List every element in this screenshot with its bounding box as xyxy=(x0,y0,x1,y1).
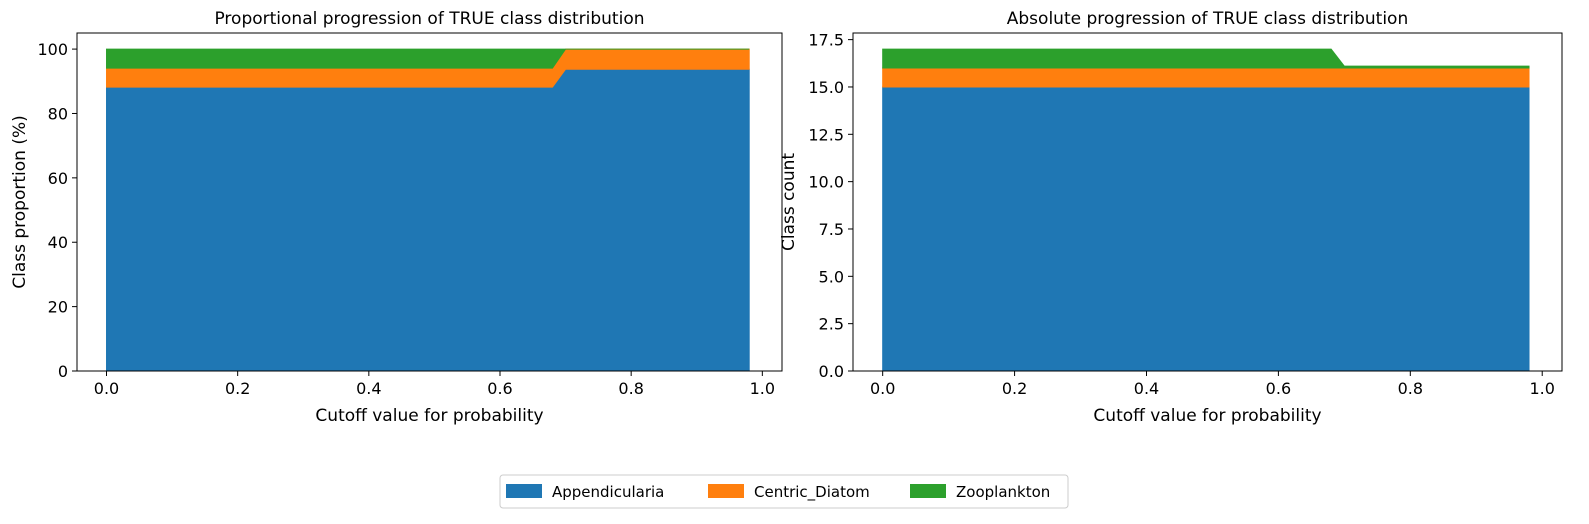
y-tick-label: 60 xyxy=(48,169,68,188)
legend-label-zooplankton: Zooplankton xyxy=(956,483,1050,501)
x-tick-label: 0.6 xyxy=(1266,379,1291,398)
y-tick-label: 15.0 xyxy=(808,78,844,97)
x-tick-label: 1.0 xyxy=(1529,379,1554,398)
y-tick-label: 2.5 xyxy=(819,315,844,334)
x-axis-label: Cutoff value for probability xyxy=(1093,406,1321,426)
x-tick-label: 0.8 xyxy=(1398,379,1423,398)
y-tick-label: 0.0 xyxy=(819,362,844,381)
x-tick-label: 0.8 xyxy=(618,379,643,398)
y-tick-label: 12.5 xyxy=(808,125,844,144)
x-tick-label: 1.0 xyxy=(750,379,775,398)
legend-swatch-zooplankton xyxy=(910,484,946,498)
x-tick-label: 0.2 xyxy=(225,379,250,398)
x-tick-label: 0.0 xyxy=(94,379,119,398)
y-tick-label: 7.5 xyxy=(819,220,844,239)
y-axis-label: Class proportion (%) xyxy=(10,115,30,289)
legend-swatch-centric-diatom xyxy=(708,484,744,498)
legend-label-centric-diatom: Centric_Diatom xyxy=(754,483,870,502)
x-tick-label: 0.2 xyxy=(1002,379,1027,398)
axes-frame xyxy=(76,32,783,372)
y-tick-label: 40 xyxy=(48,233,68,252)
legend-swatch-appendicularia xyxy=(506,484,542,498)
x-tick-label: 0.6 xyxy=(487,379,512,398)
proportional-chart: 0.0 0.2 0.4 0.6 0.8 1.0 0 20 40 60 80 100 Proportion… xyxy=(10,9,783,426)
y-tick-label: 20 xyxy=(48,298,68,317)
chart-title: Absolute progression of TRUE class distr… xyxy=(1007,9,1408,29)
y-tick-label: 5.0 xyxy=(819,267,844,286)
y-tick-label: 100 xyxy=(37,40,68,59)
y-axis-label: Class count xyxy=(779,153,799,251)
area-centric-diatom xyxy=(882,67,1530,88)
y-tick-label: 80 xyxy=(48,104,68,123)
y-tick-label: 0 xyxy=(58,362,68,381)
chart-title: Proportional progression of TRUE class d… xyxy=(214,9,644,29)
legend: Appendicularia Centric_Diatom Zooplankton xyxy=(499,474,1069,509)
y-tick-label: 10.0 xyxy=(808,173,844,192)
area-appendicularia xyxy=(106,68,750,372)
axes-frame xyxy=(852,32,1563,372)
x-tick-label: 0.4 xyxy=(1134,379,1159,398)
legend-box xyxy=(499,474,1069,509)
area-zooplankton xyxy=(106,48,750,69)
y-tick-label: 17.5 xyxy=(808,31,844,50)
area-appendicularia xyxy=(882,86,1530,372)
x-axis-label: Cutoff value for probability xyxy=(315,406,543,426)
absolute-chart: 0.0 0.2 0.4 0.6 0.8 1.0 0.0 2.5 5.0 7.5 10.0 12.5 15… xyxy=(779,9,1563,426)
area-zooplankton xyxy=(882,48,1530,69)
x-tick-label: 0.0 xyxy=(870,379,895,398)
legend-label-appendicularia: Appendicularia xyxy=(552,483,664,501)
x-tick-label: 0.4 xyxy=(356,379,381,398)
